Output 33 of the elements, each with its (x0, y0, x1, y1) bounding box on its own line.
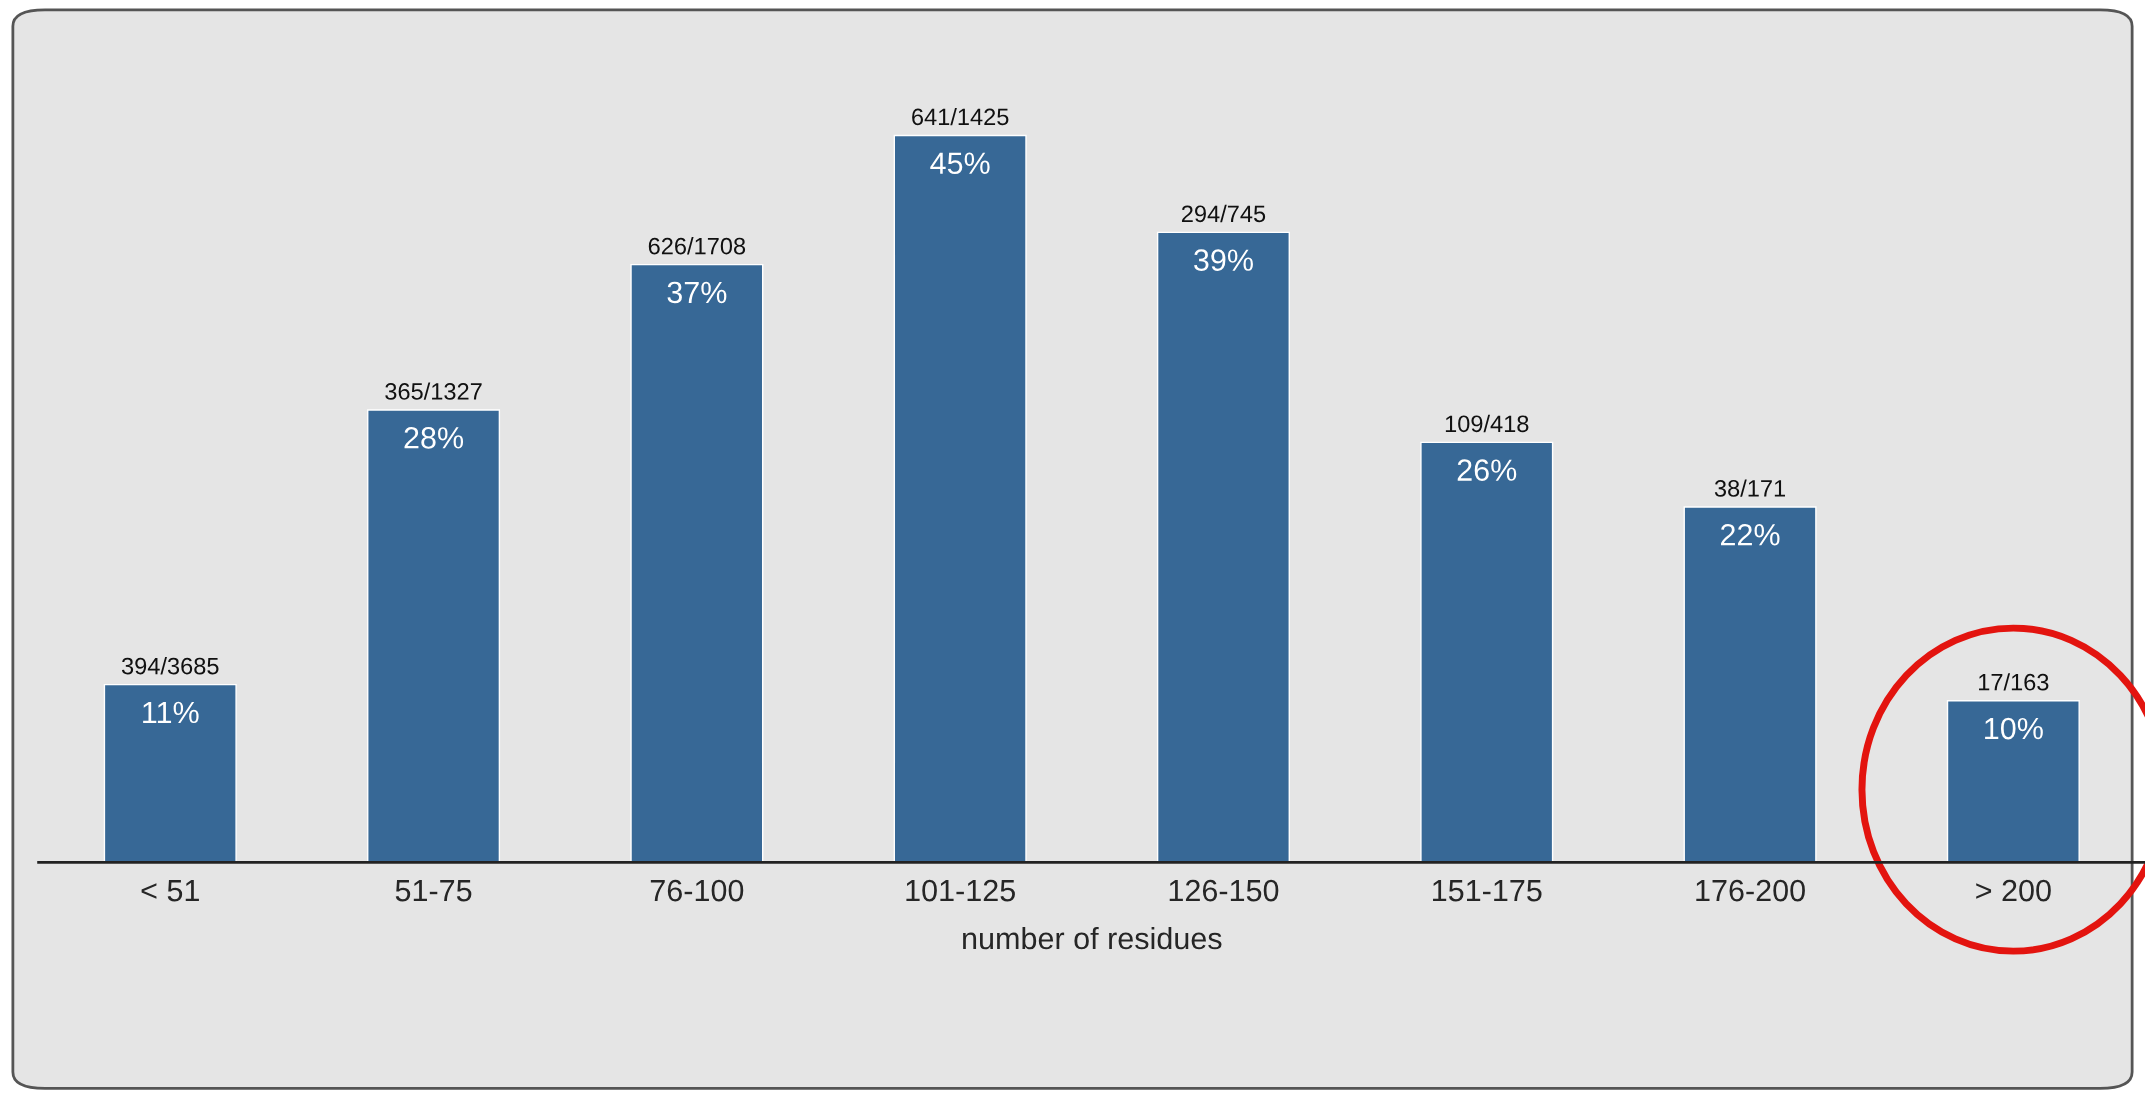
bar (1946, 700, 2080, 863)
data-label: 22% (1721, 523, 1780, 546)
data-label: 26% (1457, 459, 1517, 481)
annotation: 394/3685 (121, 657, 219, 675)
data-label: 10% (1985, 717, 2043, 740)
bar (1683, 506, 1817, 863)
x-tick-label: 101-125 (906, 879, 1015, 902)
annotation: 365/1327 (385, 382, 482, 400)
bar (1156, 231, 1290, 863)
annotation: 38/171 (1714, 479, 1786, 497)
data-label: 37% (667, 281, 727, 304)
annotation: 294/745 (1181, 204, 1266, 223)
bar (367, 409, 501, 863)
bar (103, 683, 237, 863)
x-tick-label: > 200 (1976, 879, 2051, 902)
x-axis-title: number of residues (963, 926, 1222, 950)
annotation: 17/163 (1979, 673, 2049, 691)
bar (893, 134, 1027, 863)
bar (1420, 441, 1554, 863)
annotation: 641/1425 (912, 107, 1009, 126)
data-label: 28% (404, 427, 464, 449)
data-label: 11% (143, 701, 199, 724)
x-tick-label: < 51 (141, 880, 199, 902)
annotation: 626/1708 (648, 237, 746, 255)
x-tick-label: 76-100 (650, 879, 744, 902)
x-tick-label: 51-75 (395, 880, 472, 902)
bar (630, 263, 764, 863)
data-label: 45% (930, 152, 990, 175)
annotation: 109/418 (1445, 414, 1529, 433)
data-label: 39% (1194, 249, 1253, 271)
x-tick-label: 176-200 (1696, 879, 1805, 902)
x-tick-label: 126-150 (1169, 879, 1279, 902)
x-tick-label: 151-175 (1433, 880, 1542, 902)
